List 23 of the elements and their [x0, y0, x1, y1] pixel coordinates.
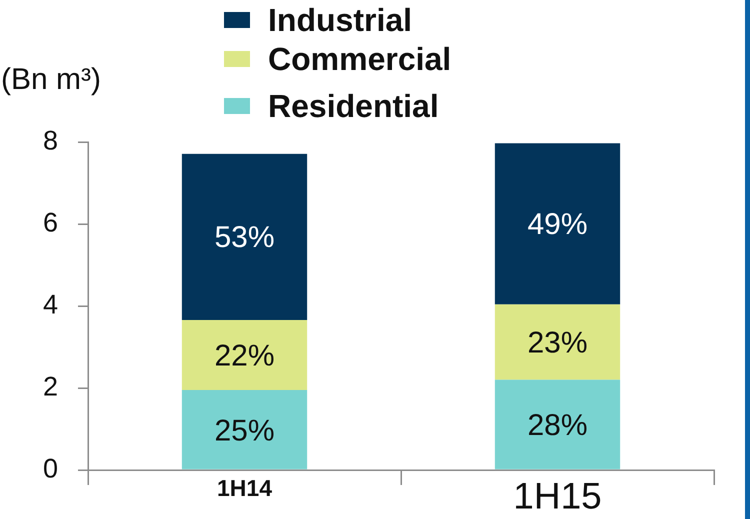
annotation: 53% — [214, 221, 275, 254]
legend-label: Industrial — [268, 2, 412, 38]
y-tick-label: 2 — [42, 371, 58, 402]
y-tick-label: 6 — [42, 207, 58, 238]
y-tick-label: 0 — [42, 453, 58, 484]
bar — [494, 143, 620, 304]
bar — [494, 304, 620, 380]
bar — [182, 154, 308, 320]
annotation: 23% — [527, 326, 588, 360]
x-tick-label: 1H15 — [513, 475, 602, 516]
annotation: 28% — [527, 409, 588, 442]
bar — [494, 380, 620, 470]
annotation: 49% — [527, 208, 588, 242]
bar — [182, 320, 308, 390]
y-tick-label: 8 — [42, 125, 58, 156]
bar — [182, 390, 308, 470]
annotation: 22% — [214, 339, 275, 372]
x-tick-label: 1H14 — [217, 475, 272, 502]
annotation: 25% — [214, 414, 275, 448]
y-axis-title: (Bn m³) — [1, 62, 101, 98]
legend-label: Commercial — [268, 41, 452, 77]
legend-label: Residential — [268, 88, 439, 124]
y-tick-label: 4 — [42, 289, 58, 320]
